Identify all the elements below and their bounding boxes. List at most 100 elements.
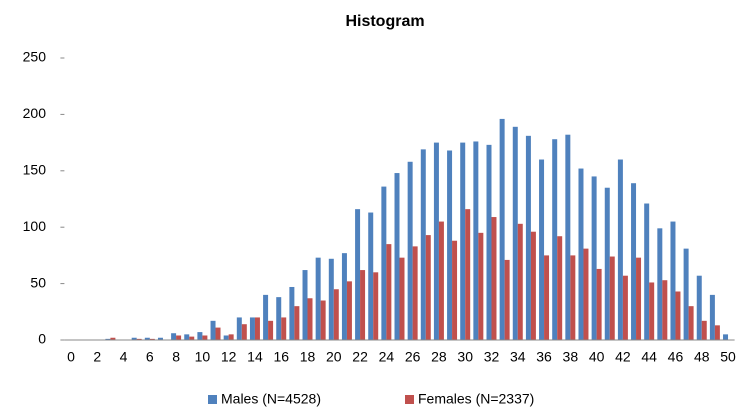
bar (328, 258, 334, 340)
x-tick-label: 2 (93, 349, 101, 365)
x-tick-label: 18 (300, 349, 316, 365)
bar (675, 291, 681, 340)
legend-label: Males (N=4528) (221, 391, 321, 407)
bar (131, 337, 137, 340)
bar (447, 150, 453, 340)
bar (399, 257, 405, 340)
bar (289, 286, 295, 340)
bar (420, 149, 426, 340)
bar (486, 144, 492, 340)
bar (360, 270, 366, 340)
bar (157, 337, 163, 340)
bar (688, 306, 694, 340)
bar (709, 294, 715, 340)
bar (583, 248, 589, 340)
bar (210, 320, 216, 340)
legend-label: Females (N=2337) (418, 391, 534, 407)
y-tick-label: 100 (23, 218, 47, 234)
x-tick-label: 14 (247, 349, 263, 365)
bar (320, 300, 326, 340)
bar (631, 183, 637, 340)
bar (276, 297, 282, 340)
bar (241, 324, 247, 340)
bar (294, 306, 300, 340)
bar (228, 334, 234, 340)
bar (465, 209, 471, 340)
x-tick-label: 50 (720, 349, 736, 365)
y-tick-label: 150 (23, 162, 47, 178)
bar (504, 259, 510, 340)
x-tick-label: 32 (484, 349, 500, 365)
bar (544, 255, 550, 340)
bar (144, 337, 150, 340)
x-tick-label: 48 (694, 349, 710, 365)
bar (394, 173, 400, 340)
legend-swatch (405, 395, 414, 404)
x-tick-label: 36 (536, 349, 552, 365)
bar (368, 212, 374, 340)
x-tick-label: 16 (273, 349, 289, 365)
bar (373, 272, 379, 340)
bar (268, 320, 274, 340)
legend-swatch (208, 395, 217, 404)
x-tick-label: 20 (326, 349, 342, 365)
bar (307, 298, 313, 340)
bar (302, 270, 308, 340)
bar (622, 275, 628, 340)
bar (105, 338, 111, 340)
bar (525, 135, 531, 340)
bar (149, 338, 155, 340)
bar (184, 334, 190, 340)
bar (386, 244, 392, 340)
bar (412, 246, 418, 340)
x-tick-label: 6 (146, 349, 154, 365)
bar (473, 141, 479, 340)
bar (491, 217, 497, 340)
bar (499, 118, 505, 340)
bar (683, 248, 689, 340)
bar (591, 176, 597, 340)
x-tick-label: 12 (221, 349, 237, 365)
bar (249, 317, 255, 340)
bar (714, 325, 720, 340)
bar (110, 337, 116, 340)
bar (512, 126, 518, 340)
bar (644, 203, 650, 340)
bar (341, 253, 347, 340)
bar (578, 168, 584, 340)
bar (617, 159, 623, 340)
y-tick-label: 200 (23, 105, 47, 121)
bar (649, 282, 655, 340)
bar (215, 327, 221, 340)
bar (460, 142, 466, 340)
bar (315, 257, 321, 340)
bar (223, 335, 229, 340)
bar (236, 317, 242, 340)
bar (552, 139, 558, 340)
bar (202, 335, 208, 340)
bar (517, 223, 523, 340)
bar (433, 142, 439, 340)
bar (197, 332, 203, 340)
bar (565, 134, 571, 340)
bar (570, 255, 576, 340)
y-tick-label: 50 (30, 274, 46, 290)
bar (701, 320, 707, 340)
bar (478, 232, 484, 340)
x-tick-label: 38 (563, 349, 579, 365)
bar (176, 335, 182, 340)
bar (171, 333, 177, 340)
x-tick-label: 42 (615, 349, 631, 365)
x-tick-label: 30 (457, 349, 473, 365)
bar (636, 257, 642, 340)
bar (438, 221, 444, 340)
x-tick-label: 28 (431, 349, 447, 365)
x-tick-label: 44 (641, 349, 657, 365)
bar (281, 317, 287, 340)
bar (609, 256, 615, 340)
y-tick-label: 250 (23, 49, 47, 65)
bar (452, 240, 458, 340)
x-tick-label: 8 (172, 349, 180, 365)
x-tick-label: 26 (405, 349, 421, 365)
